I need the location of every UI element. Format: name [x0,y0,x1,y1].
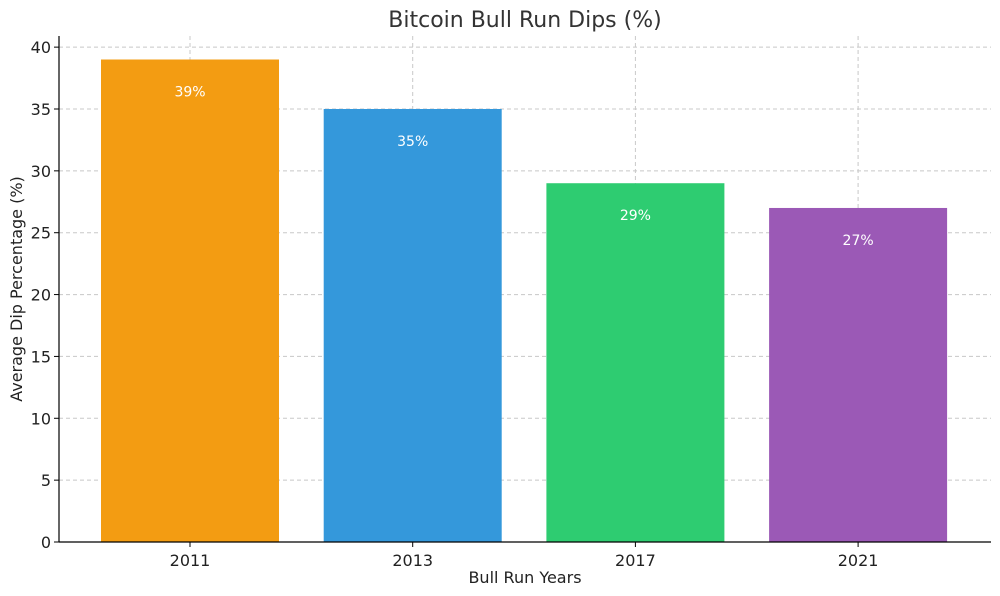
bar-data-label: 39% [174,85,205,101]
y-tick-label: 35 [31,100,51,119]
ticks: 0 5 10 15 20 25 30 35 40 2011 2013 2017 2021 [31,38,879,570]
y-axis-label: Average Dip Percentage (%) [7,176,26,402]
y-tick-label: 25 [31,224,51,243]
bar-2011 [101,59,279,543]
y-tick-label: 10 [31,409,51,428]
y-tick-label: 5 [41,471,51,490]
bar-data-label: 27% [843,233,874,249]
x-tick-label: 2017 [615,551,656,570]
x-axis-label: Bull Run Years [468,568,581,587]
x-tick-label: 2011 [170,551,211,570]
chart-title: Bitcoin Bull Run Dips (%) [388,8,661,33]
bar-2017 [546,183,725,543]
y-tick-label: 30 [31,162,51,181]
x-tick-label: 2021 [838,551,879,570]
bar-2013 [323,108,502,542]
bar-data-label: 35% [397,134,428,150]
bars: 39% 35% 29% 27% [101,59,948,543]
axes [58,36,991,543]
y-tick-label: 40 [31,38,51,57]
y-tick-label: 15 [31,347,51,366]
y-tick-label: 0 [41,533,51,552]
x-tick-label: 2013 [392,551,433,570]
y-tick-label: 20 [31,286,51,305]
bar-2021 [769,207,948,543]
bar-data-label: 29% [620,208,651,224]
